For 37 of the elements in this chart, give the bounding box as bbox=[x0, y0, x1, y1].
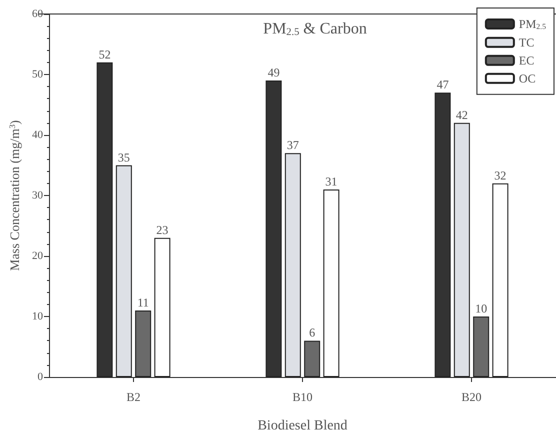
data-label: 42 bbox=[456, 108, 468, 122]
data-label: 52 bbox=[98, 47, 111, 62]
chart-title: PM2.5 & Carbon bbox=[263, 20, 367, 38]
data-label: 49 bbox=[268, 66, 280, 80]
bar bbox=[116, 165, 132, 377]
bar bbox=[473, 316, 490, 377]
x-tick-label: B20 bbox=[461, 390, 482, 404]
y-tick-label: 60 bbox=[32, 8, 44, 20]
legend-label: TC bbox=[518, 35, 534, 50]
bar bbox=[492, 183, 508, 377]
y-tick-label: 0 bbox=[38, 371, 44, 383]
data-label: 10 bbox=[475, 302, 488, 316]
y-tick-label: 40 bbox=[32, 129, 44, 141]
y-tick-label: 10 bbox=[32, 310, 44, 322]
y-tick-label: 50 bbox=[32, 68, 44, 80]
x-tick-label: B10 bbox=[292, 390, 313, 404]
data-label: 47 bbox=[436, 78, 449, 92]
data-label: 23 bbox=[156, 222, 168, 237]
y-tick-label: 30 bbox=[32, 190, 44, 202]
bar bbox=[284, 153, 301, 377]
bar bbox=[454, 122, 470, 377]
data-label: 32 bbox=[494, 168, 506, 182]
x-axis-title: Biodiesel Blend bbox=[258, 418, 348, 434]
y-axis-title: Mass Concentration (mg/m3) bbox=[7, 120, 22, 271]
data-label: 37 bbox=[286, 138, 299, 152]
bar bbox=[154, 238, 170, 377]
data-label: 35 bbox=[118, 150, 130, 164]
data-label: 11 bbox=[137, 295, 149, 310]
legend-label: OC bbox=[518, 71, 536, 86]
data-label: 6 bbox=[309, 326, 316, 340]
bar bbox=[304, 340, 320, 377]
legend-label: EC bbox=[518, 53, 534, 68]
bar bbox=[323, 189, 340, 377]
data-label: 31 bbox=[325, 174, 338, 188]
y-tick-label: 20 bbox=[32, 250, 44, 262]
bar bbox=[135, 310, 152, 377]
x-tick-label: B2 bbox=[126, 390, 141, 404]
